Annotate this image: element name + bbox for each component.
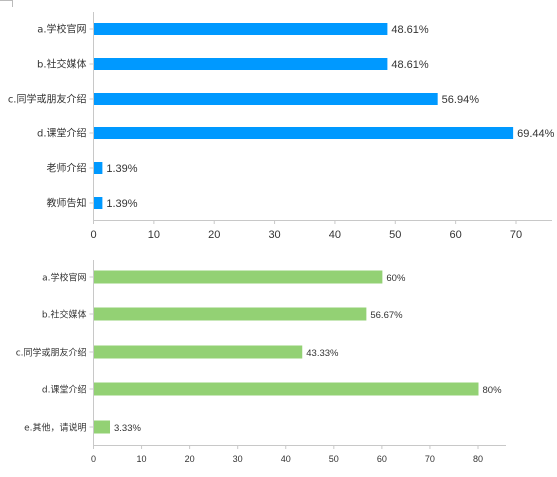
category-label: a.学校官网: [37, 23, 86, 36]
bar: [94, 127, 514, 139]
bar: [94, 197, 103, 209]
bar: [94, 382, 479, 396]
x-tick-label: 60: [377, 454, 387, 464]
category-label: e.其他，请说明: [24, 422, 86, 434]
x-tick-label: 30: [268, 229, 280, 241]
bar: [94, 270, 383, 284]
data-label: 48.61%: [391, 59, 429, 71]
data-label: 56.67%: [370, 310, 403, 321]
data-label: 1.39%: [106, 163, 137, 175]
window-corner-line: [0, 0, 12, 1]
data-label: 80%: [483, 385, 503, 396]
x-tick-label: 50: [389, 229, 401, 241]
x-tick-label: 40: [281, 454, 291, 464]
data-label: 3.33%: [114, 423, 141, 434]
data-label: 69.44%: [517, 128, 555, 140]
bar: [94, 162, 103, 174]
bar: [94, 93, 438, 105]
data-label: 43.33%: [306, 348, 339, 359]
x-tick-label: 80: [473, 454, 483, 464]
category-label: c.同学或朋友介绍: [16, 347, 87, 359]
bar: [94, 345, 303, 359]
x-tick-label: 0: [90, 229, 96, 241]
window-corner-tick: [12, 0, 13, 7]
category-label: d.课堂介绍: [42, 384, 87, 396]
bar: [94, 307, 367, 321]
category-label: d.课堂介绍: [37, 127, 87, 140]
category-label: c.同学或朋友介绍: [8, 93, 87, 106]
category-label: b.社交媒体: [42, 309, 87, 321]
data-label: 1.39%: [106, 198, 137, 210]
x-tick-label: 20: [185, 454, 195, 464]
x-tick-label: 30: [233, 454, 243, 464]
x-tick-label: 40: [329, 229, 341, 241]
chart-top: 0 10 20 30 40 50 60 70 a.学校官网 48.61% b.社交媒体 48.61% c…: [8, 12, 555, 241]
category-label: 教师告知: [47, 197, 87, 210]
x-tick-label: 10: [148, 229, 160, 241]
category-label: a.学校官网: [42, 272, 86, 284]
x-tick-label: 20: [208, 229, 220, 241]
x-tick-label: 0: [91, 454, 96, 464]
category-label: 老师介绍: [47, 162, 87, 175]
bar: [94, 23, 388, 35]
data-label: 60%: [386, 273, 406, 284]
bar: [94, 58, 388, 70]
x-tick-label: 70: [425, 454, 435, 464]
x-tick-label: 60: [450, 229, 462, 241]
chart-bottom: 0 10 20 30 40 50 60 70 80 a.学校官网 60% b.社交媒体 56.67% c.…: [16, 260, 506, 464]
x-tick-label: 70: [510, 229, 522, 241]
x-tick-label: 10: [137, 454, 147, 464]
x-tick-label: 50: [329, 454, 339, 464]
bar: [94, 420, 111, 434]
category-label: b.社交媒体: [37, 58, 87, 71]
data-label: 48.61%: [391, 24, 429, 36]
data-label: 56.94%: [442, 94, 480, 106]
